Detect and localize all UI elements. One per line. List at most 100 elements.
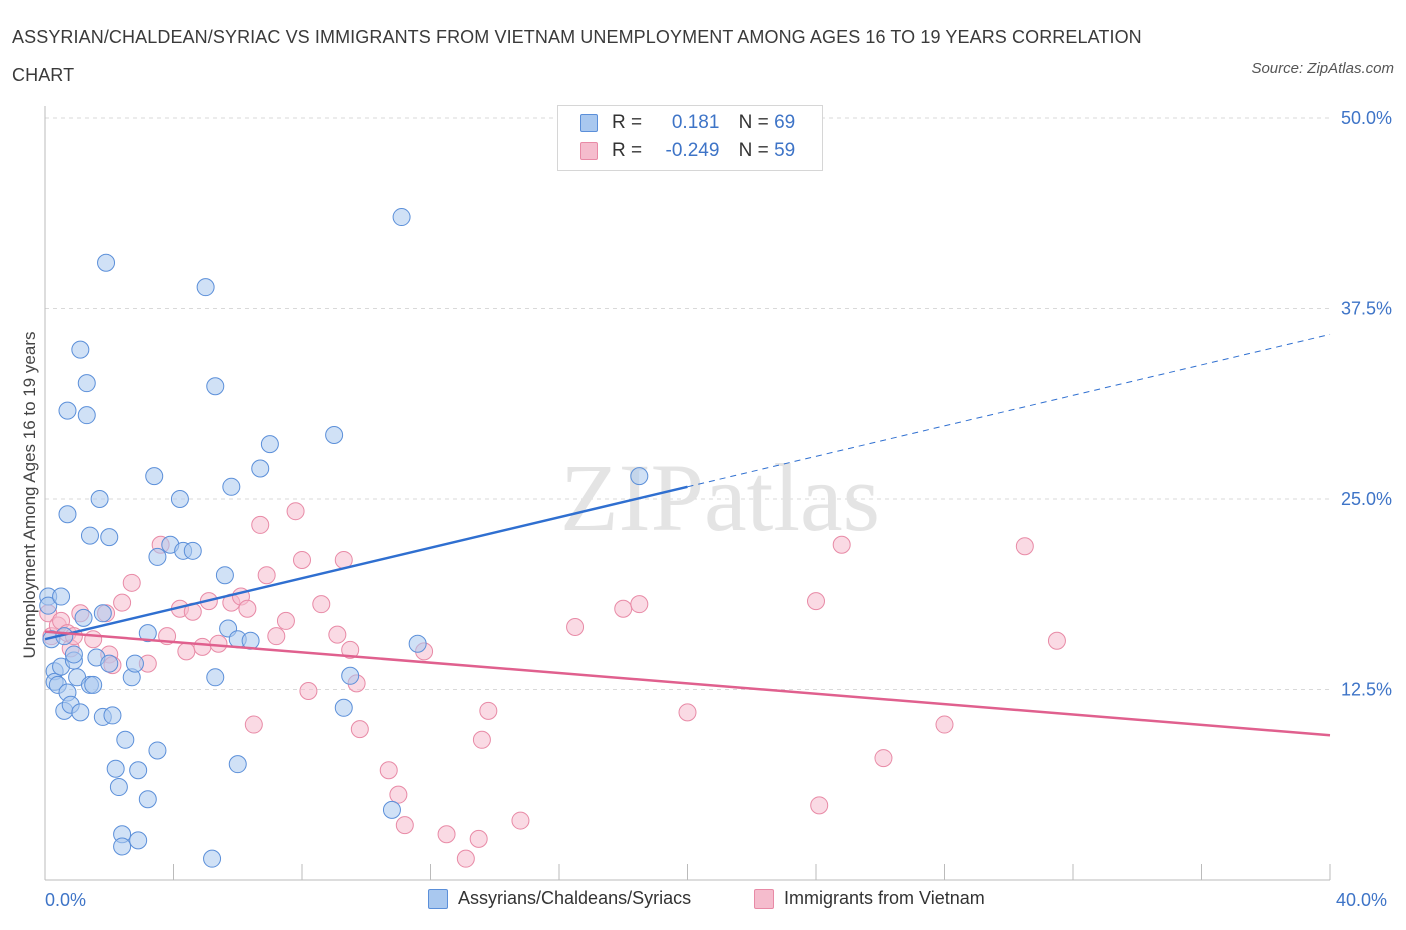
data-point-vietnam [84, 630, 103, 649]
bottom-legend-label: Assyrians/Chaldeans/Syriacs [458, 888, 692, 908]
bottom-legend-label: Immigrants from Vietnam [784, 888, 985, 908]
bottom-legend-swatch-blue [428, 889, 448, 910]
data-point-vietnam [832, 535, 851, 554]
correlation-legend: R = 0.181 N = 69 R = -0.249 N = 59 [557, 105, 823, 171]
data-point-assyrian [325, 425, 344, 444]
bottom-legend-swatch-pink [754, 889, 774, 910]
data-point-assyrian [100, 528, 119, 547]
bottom-legend-assyrian: Assyrians/Chaldeans/Syriacs [428, 888, 692, 910]
data-point-assyrian [109, 778, 128, 797]
data-point-vietnam [251, 515, 270, 534]
data-point-assyrian [74, 608, 93, 627]
data-point-vietnam [122, 573, 141, 592]
y-tick-label: 25.0% [1341, 489, 1392, 509]
data-point-vietnam [312, 595, 331, 614]
bottom-legend-vietnam: Immigrants from Vietnam [754, 888, 985, 910]
data-point-vietnam [472, 730, 491, 749]
data-point-vietnam [614, 599, 633, 618]
source-label: Source: ZipAtlas.com [1251, 60, 1394, 77]
data-point-vietnam [267, 627, 286, 646]
data-point-assyrian [206, 668, 225, 687]
legend-r-value: 0.181 [671, 112, 720, 133]
data-point-assyrian [77, 406, 96, 425]
data-point-vietnam [350, 720, 369, 739]
data-point-assyrian [138, 624, 157, 643]
trend-line-assyrian-extrapolated [687, 333, 1331, 488]
data-point-vietnam [177, 642, 196, 661]
data-point-vietnam [257, 566, 276, 585]
data-point-assyrian [129, 831, 148, 850]
data-point-vietnam [276, 611, 295, 630]
data-point-vietnam [1047, 631, 1066, 650]
data-point-assyrian [39, 596, 58, 615]
data-point-assyrian [77, 374, 96, 393]
series-vietnam-points [39, 502, 1066, 868]
data-point-vietnam [810, 796, 829, 815]
data-point-assyrian [64, 645, 83, 664]
data-point-assyrian [170, 490, 189, 508]
data-point-assyrian [145, 467, 164, 486]
data-point-vietnam [113, 593, 132, 612]
data-point-assyrian [71, 340, 90, 359]
data-point-assyrian [116, 730, 135, 749]
y-tick-label: 37.5% [1341, 299, 1392, 319]
legend-r-label: R = [612, 140, 643, 161]
data-point-assyrian [630, 467, 649, 486]
data-point-assyrian [408, 634, 427, 653]
data-point-vietnam [437, 825, 456, 844]
data-point-vietnam [874, 749, 893, 768]
data-point-vietnam [456, 849, 475, 868]
trend-line-assyrian [44, 485, 688, 641]
y-tick-label: 50.0% [1341, 108, 1392, 128]
data-point-assyrian [183, 541, 202, 560]
data-point-assyrian [90, 490, 109, 508]
series-assyrian-points [39, 208, 649, 868]
legend-r-value: -0.249 [665, 140, 720, 161]
data-point-assyrian [113, 837, 132, 856]
data-point-assyrian [52, 587, 71, 606]
data-point-vietnam [479, 701, 498, 720]
data-point-assyrian [251, 459, 270, 478]
data-point-assyrian [97, 253, 116, 272]
chart-title: ASSYRIAN/CHALDEAN/SYRIAC VS IMMIGRANTS F… [12, 27, 1142, 85]
data-point-assyrian [58, 401, 77, 420]
data-point-assyrian [100, 654, 119, 673]
data-point-vietnam [630, 595, 649, 614]
data-point-assyrian [129, 761, 148, 780]
data-point-vietnam [395, 816, 414, 835]
data-point-assyrian [58, 505, 77, 524]
legend-row-assyrian: R = 0.181 N = 69 [580, 112, 795, 140]
legend-swatch-pink [580, 141, 598, 160]
data-point-vietnam [286, 502, 305, 521]
legend-n-label: N = [738, 112, 769, 133]
trend-line-vietnam [44, 630, 1331, 737]
x-tick-min: 0.0% [45, 890, 87, 910]
data-point-assyrian [125, 654, 144, 673]
legend-row-vietnam: R = -0.249 N = 59 [580, 140, 795, 168]
data-point-vietnam [238, 599, 257, 618]
data-point-vietnam [293, 550, 311, 569]
data-point-vietnam [209, 634, 228, 653]
data-point-vietnam [379, 761, 398, 780]
trend-lines [44, 333, 1331, 737]
data-point-assyrian [228, 755, 247, 774]
data-point-vietnam [807, 592, 825, 611]
data-point-assyrian [341, 666, 360, 685]
data-point-assyrian [106, 759, 125, 778]
data-point-vietnam [566, 618, 585, 637]
data-point-assyrian [71, 703, 90, 722]
data-point-vietnam [678, 703, 697, 722]
data-point-vietnam [511, 811, 530, 830]
data-point-assyrian [392, 208, 411, 227]
data-point-assyrian [80, 526, 99, 545]
y-tick-label: 12.5% [1341, 680, 1392, 700]
legend-n-value: 59 [774, 140, 796, 161]
watermark: ZIPatlas [560, 444, 880, 551]
data-point-assyrian [215, 566, 234, 585]
data-point-assyrian [93, 604, 112, 623]
data-point-assyrian [148, 741, 167, 760]
data-point-assyrian [222, 477, 241, 496]
legend-swatch-blue [580, 113, 598, 132]
legend-n-label: N = [738, 140, 769, 161]
